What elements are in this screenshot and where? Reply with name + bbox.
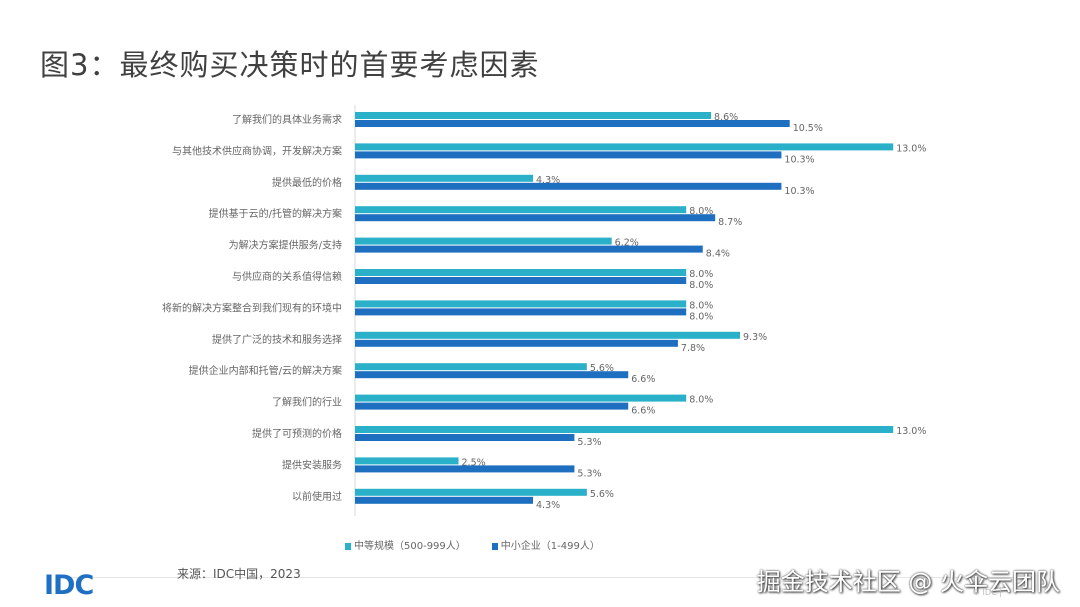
category-label: 与供应商的关系值得信赖 xyxy=(232,270,342,283)
footer-divider xyxy=(70,577,1020,578)
bar xyxy=(355,488,587,496)
bar xyxy=(355,465,575,473)
watermark: 掘金技术社区 @ 火伞云团队 xyxy=(756,568,1060,596)
category-label: 提供企业内部和托管/云的解决方案 xyxy=(189,364,342,377)
bar xyxy=(355,143,894,151)
data-label: 9.3% xyxy=(743,332,767,343)
legend-item-mid: 中等规模（500-999人） xyxy=(345,537,466,552)
legend-label: 中等规模（500-999人） xyxy=(354,541,466,552)
bar xyxy=(355,214,716,222)
bar xyxy=(355,339,678,347)
category-label: 为解决方案提供服务/支持 xyxy=(229,239,342,252)
category-label: 提供了广泛的技术和服务选择 xyxy=(212,333,342,346)
data-label: 4.3% xyxy=(536,175,560,186)
page-title: 图3：最终购买决策时的首要考虑因素 xyxy=(40,48,540,82)
data-label: 8.7% xyxy=(718,217,742,228)
data-label: 8.0% xyxy=(689,206,713,217)
data-label: 5.6% xyxy=(590,363,614,374)
bar xyxy=(355,237,612,245)
data-label: 8.0% xyxy=(689,280,713,291)
bar xyxy=(355,269,687,276)
legend-swatch xyxy=(491,542,498,550)
data-label: 5.3% xyxy=(577,437,601,448)
legend-swatch xyxy=(345,542,351,550)
bar xyxy=(355,308,687,316)
data-label: 6.6% xyxy=(631,374,655,385)
bar xyxy=(355,151,782,159)
category-label: 了解我们的行业 xyxy=(272,396,342,409)
data-label: 10.5% xyxy=(793,123,823,134)
data-label: 5.6% xyxy=(590,489,614,500)
bar xyxy=(355,371,629,379)
data-label: 4.3% xyxy=(536,500,560,511)
data-label: 6.2% xyxy=(615,238,639,249)
legend-label: 中小企业（1-499人） xyxy=(500,541,600,552)
copyright: © IDC | xyxy=(972,588,1002,597)
bar xyxy=(355,434,575,441)
bar xyxy=(355,277,687,284)
category-label: 与其他技术供应商协调，开发解决方案 xyxy=(172,144,342,157)
category-label: 提供基于云的/托管的解决方案 xyxy=(209,207,342,220)
category-label: 了解我们的具体业务需求 xyxy=(232,113,342,126)
bar xyxy=(355,300,687,308)
bar xyxy=(355,394,687,402)
bar xyxy=(355,402,629,410)
data-label: 7.8% xyxy=(681,343,705,354)
data-label: 5.3% xyxy=(577,468,601,479)
bar xyxy=(355,457,459,465)
data-label: 13.0% xyxy=(896,143,926,154)
bar xyxy=(355,331,741,339)
legend-item-small: 中小企业（1-499人） xyxy=(491,537,600,552)
bar-chart: 了解我们的具体业务需求 8.6% 10.5% 与其他技术供应商协调，开发解决方案 13.… xyxy=(162,105,926,516)
bar xyxy=(355,245,703,253)
data-label: 10.3% xyxy=(784,186,814,197)
idc-logo: IDC xyxy=(44,570,94,601)
data-label: 8.0% xyxy=(689,300,713,311)
data-label: 6.6% xyxy=(631,406,655,417)
bar xyxy=(355,426,894,433)
data-label: 8.0% xyxy=(689,269,713,280)
category-label: 将新的解决方案整合到我们现有的环境中 xyxy=(162,301,342,314)
data-label: 8.0% xyxy=(689,311,713,322)
legend: 中等规模（500-999人） 中小企业（1-499人） xyxy=(345,537,600,552)
bar xyxy=(355,112,712,119)
bar xyxy=(355,182,782,190)
bar xyxy=(355,174,534,182)
source-note: 来源：IDC中国，2023 xyxy=(177,567,301,581)
category-label: 以前使用过 xyxy=(292,490,342,503)
data-label: 2.5% xyxy=(462,457,486,468)
data-label: 10.3% xyxy=(784,154,814,165)
bar xyxy=(355,120,790,127)
category-label: 提供安装服务 xyxy=(282,458,342,471)
data-label: 13.0% xyxy=(896,426,926,437)
bar xyxy=(355,496,534,504)
data-label: 8.4% xyxy=(706,249,730,260)
data-label: 8.0% xyxy=(689,395,713,406)
bar xyxy=(355,363,587,371)
category-label: 提供了可预测的价格 xyxy=(252,427,342,440)
bar xyxy=(355,206,687,214)
data-label: 8.6% xyxy=(714,112,738,123)
category-label: 提供最低的价格 xyxy=(272,176,342,189)
